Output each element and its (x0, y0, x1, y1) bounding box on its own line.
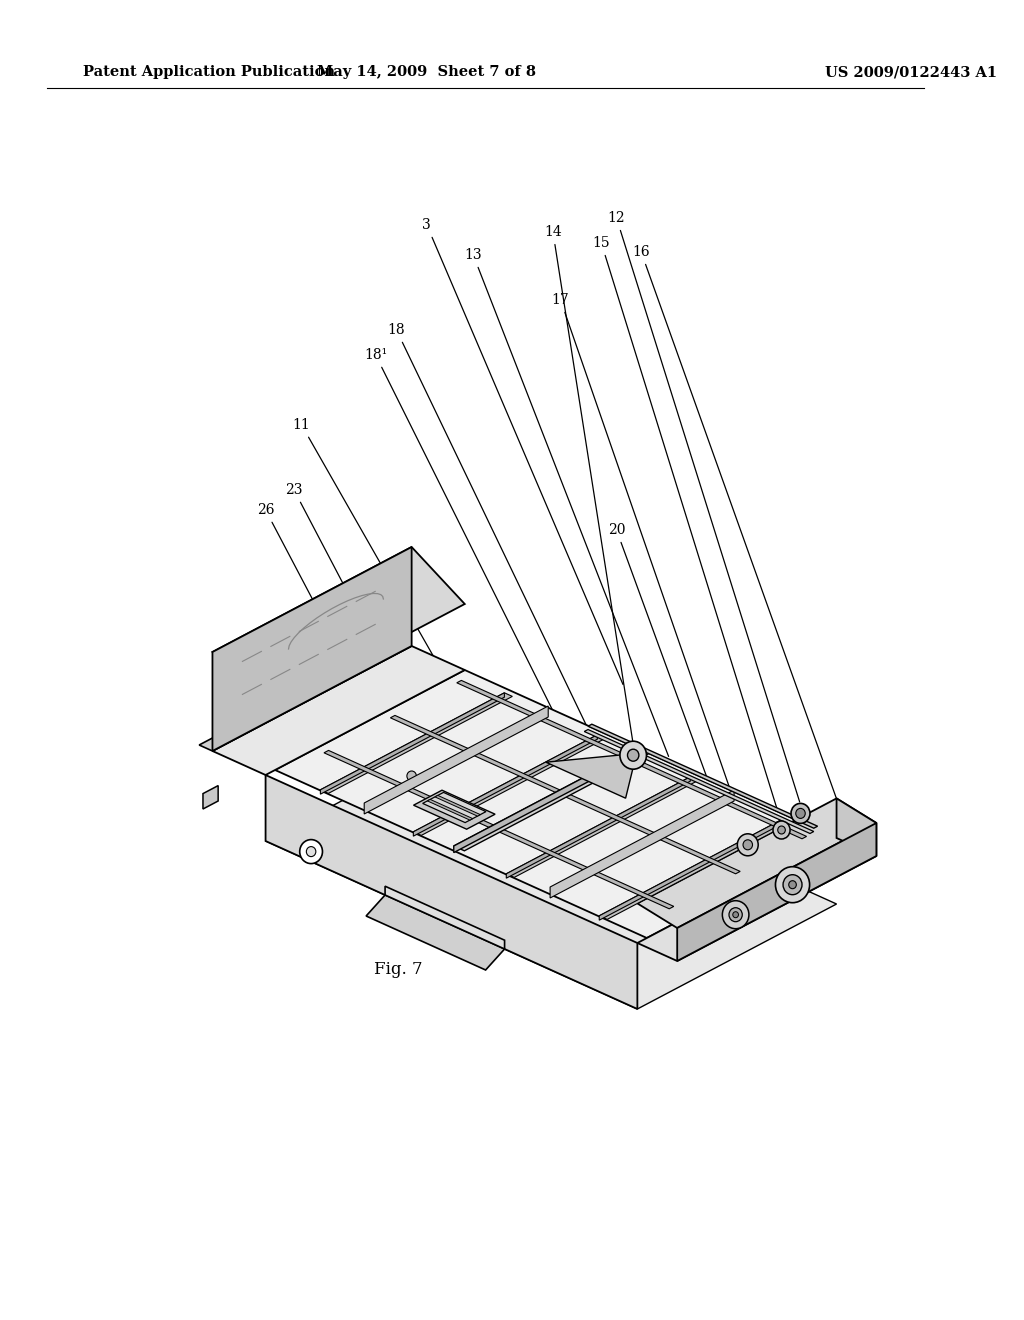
Polygon shape (637, 838, 877, 961)
Polygon shape (212, 645, 465, 775)
Polygon shape (427, 800, 473, 820)
Polygon shape (414, 735, 597, 836)
Text: May 14, 2009  Sheet 7 of 8: May 14, 2009 Sheet 7 of 8 (317, 65, 537, 79)
Polygon shape (324, 750, 674, 908)
Polygon shape (546, 754, 636, 799)
Polygon shape (321, 693, 512, 793)
Circle shape (796, 808, 805, 818)
Polygon shape (506, 776, 690, 878)
Polygon shape (385, 886, 505, 949)
Polygon shape (588, 725, 817, 828)
Polygon shape (599, 818, 792, 920)
Polygon shape (265, 775, 637, 1008)
Polygon shape (203, 785, 218, 809)
Text: Patent Application Publication: Patent Application Publication (84, 65, 336, 79)
Polygon shape (837, 799, 877, 855)
Polygon shape (200, 640, 412, 751)
Circle shape (300, 840, 323, 863)
Text: 3: 3 (423, 218, 623, 685)
Polygon shape (367, 895, 505, 970)
Text: 16: 16 (633, 246, 856, 854)
Polygon shape (506, 776, 698, 878)
Circle shape (783, 875, 802, 895)
Circle shape (788, 880, 797, 888)
Text: US 2009/0122443 A1: US 2009/0122443 A1 (825, 65, 997, 79)
Polygon shape (212, 546, 465, 709)
Polygon shape (414, 791, 495, 829)
Text: 15: 15 (593, 236, 780, 821)
Polygon shape (265, 737, 837, 1008)
Text: 12: 12 (607, 211, 800, 803)
Circle shape (778, 826, 785, 834)
Circle shape (620, 742, 646, 770)
Circle shape (722, 900, 749, 929)
Text: 18¹: 18¹ (364, 348, 581, 767)
Circle shape (407, 771, 417, 781)
Polygon shape (677, 822, 877, 961)
Text: 23: 23 (286, 483, 458, 803)
Text: 17: 17 (552, 293, 746, 838)
Polygon shape (435, 796, 480, 816)
Polygon shape (637, 799, 877, 928)
Polygon shape (212, 546, 412, 751)
Text: Fig. 7: Fig. 7 (374, 961, 423, 978)
Circle shape (791, 804, 810, 824)
Polygon shape (414, 735, 605, 836)
Circle shape (306, 846, 315, 857)
Polygon shape (365, 706, 548, 814)
Text: 14: 14 (544, 224, 633, 742)
Polygon shape (599, 818, 783, 920)
Polygon shape (390, 715, 740, 874)
Polygon shape (457, 680, 807, 838)
Polygon shape (321, 693, 505, 795)
Text: 13: 13 (465, 248, 669, 756)
Polygon shape (423, 792, 486, 822)
Text: 11: 11 (293, 418, 502, 775)
Polygon shape (454, 748, 650, 851)
Polygon shape (585, 730, 814, 833)
Polygon shape (275, 671, 837, 939)
Text: 18: 18 (388, 323, 603, 762)
Circle shape (737, 834, 758, 855)
Circle shape (775, 867, 810, 903)
Circle shape (743, 840, 753, 850)
Circle shape (729, 908, 742, 921)
Text: 20: 20 (608, 523, 754, 906)
Circle shape (628, 750, 639, 762)
Polygon shape (550, 789, 734, 898)
Circle shape (773, 821, 791, 840)
Polygon shape (454, 748, 640, 853)
Text: 26: 26 (257, 503, 418, 800)
Circle shape (733, 912, 738, 917)
